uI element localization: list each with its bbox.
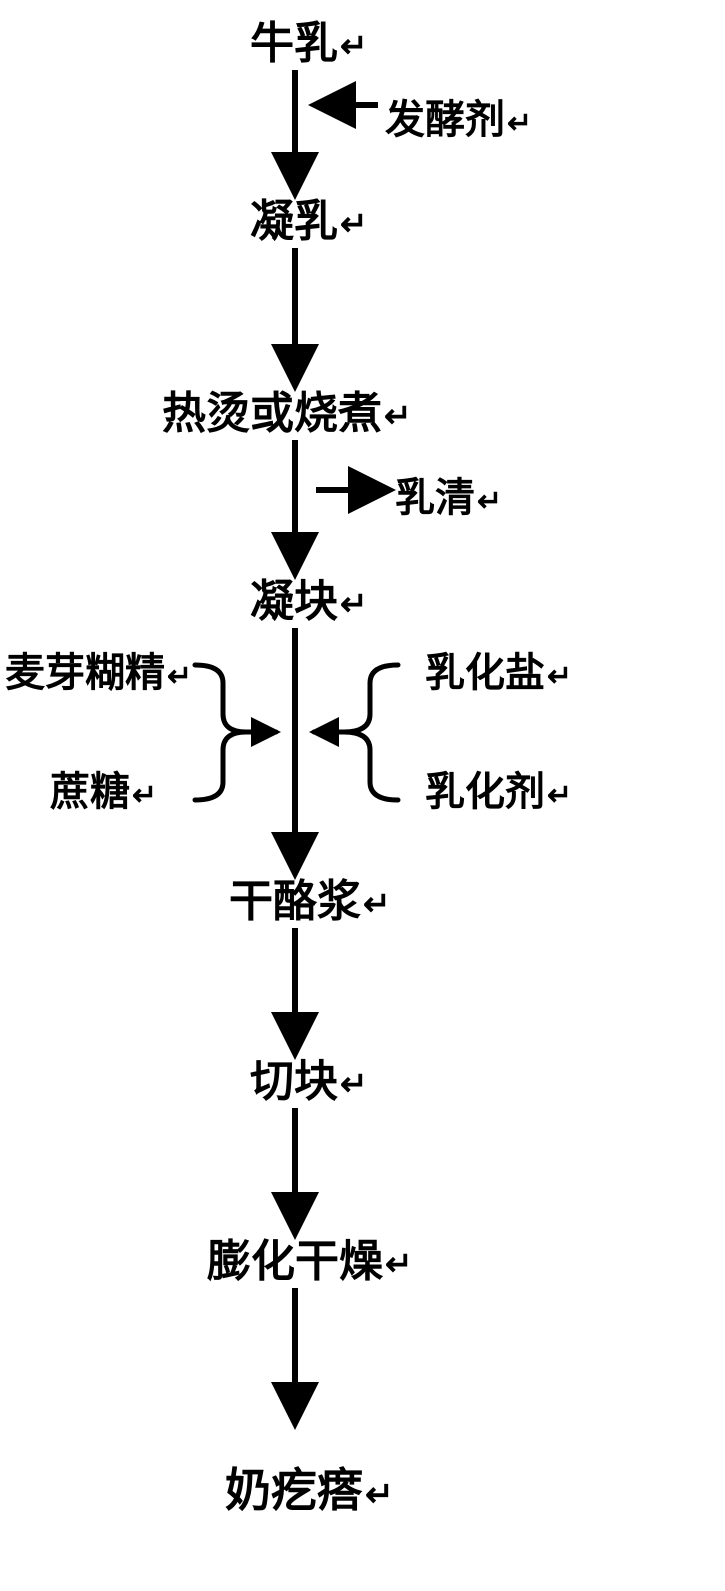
node-label-text: 蔗糖 [50,769,130,814]
node-cut: 切块↵ [250,1060,368,1104]
return-icon: ↵ [507,107,532,140]
return-icon: ↵ [547,660,572,693]
node-cheese: 奶疙瘩↵ [225,1468,394,1514]
node-scald: 热烫或烧煮↵ [162,392,412,436]
right-bracket [344,665,398,800]
return-icon: ↵ [384,399,412,435]
node-label-text: 凝乳 [250,197,338,246]
node-clot: 凝块↵ [250,580,368,624]
node-label-text: 麦芽糊精 [5,650,165,695]
return-icon: ↵ [132,779,157,812]
return-icon: ↵ [340,587,368,623]
node-emulsifier: 乳化剂↵ [425,772,572,812]
node-label-text: 切块 [250,1057,338,1106]
node-puff: 膨化干燥↵ [207,1240,413,1284]
return-icon: ↵ [340,207,368,243]
node-label-text: 乳化盐 [425,650,545,695]
node-slurry: 干酪浆↵ [229,880,391,924]
node-sucrose: 蔗糖↵ [50,772,157,812]
return-icon: ↵ [477,485,502,518]
node-label-text: 发酵剂 [385,97,505,142]
node-emulsalt: 乳化盐↵ [425,653,572,693]
node-starter: 发酵剂↵ [385,100,532,140]
return-icon: ↵ [385,1247,413,1283]
node-label-text: 膨化干燥 [207,1237,383,1286]
node-milk: 牛乳↵ [250,22,368,66]
return-icon: ↵ [365,1476,394,1514]
node-malt: 麦芽糊精↵ [5,653,192,693]
node-label-text: 乳清 [395,475,475,520]
left-bracket [195,665,246,800]
node-label-text: 干酪浆 [229,877,361,926]
return-icon: ↵ [363,887,391,923]
return-icon: ↵ [340,1067,368,1103]
return-icon: ↵ [167,660,192,693]
return-icon: ↵ [547,779,572,812]
node-label-text: 热烫或烧煮 [162,389,382,438]
node-curd: 凝乳↵ [250,200,368,244]
node-label-text: 奶疙瘩 [225,1465,363,1516]
node-label-text: 凝块 [250,577,338,626]
return-icon: ↵ [340,29,368,65]
node-label-text: 牛乳 [250,19,338,68]
node-label-text: 乳化剂 [425,769,545,814]
flowchart-container: 牛乳↵发酵剂↵凝乳↵热烫或烧煮↵乳清↵凝块↵麦芽糊精↵蔗糖↵乳化盐↵乳化剂↵干酪… [0,0,725,1591]
node-whey: 乳清↵ [395,478,502,518]
